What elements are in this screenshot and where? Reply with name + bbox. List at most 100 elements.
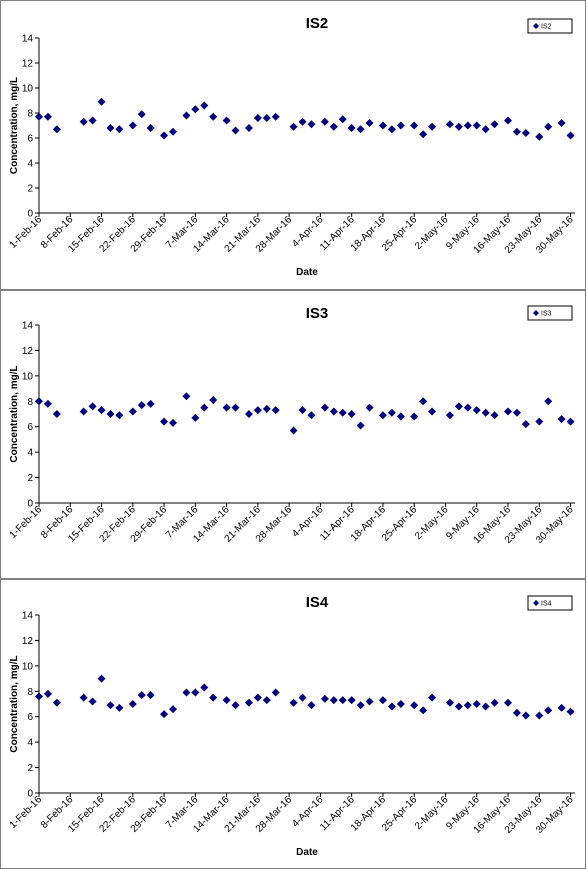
data-point [115,411,124,420]
y-tick-label: 14 [22,34,34,45]
chart-panel-is4: IS4 0 2 4 6 8 10 12 14 1-Feb-16 8-Feb-16 15-Feb-16 2… [0,579,586,869]
data-point [428,693,437,702]
data-point [557,119,566,127]
data-point [137,401,146,410]
legend-marker [533,23,539,29]
data-point [566,131,575,140]
data-point [128,700,137,708]
data-point [298,117,307,126]
data-point [387,408,396,417]
data-point [253,114,262,122]
data-point [137,110,146,119]
chart-title: IS2 [306,15,329,32]
legend-label: IS3 [541,311,552,318]
legend-box [527,18,573,34]
data-point [271,112,280,121]
data-point [329,696,338,705]
data-point [222,116,231,125]
data-point [209,693,218,702]
y-tick-label: 6 [27,134,33,145]
data-point [191,105,200,114]
y-tick-label: 0 [27,209,33,220]
data-point [200,683,209,692]
y-tick-label: 2 [27,184,33,195]
data-point [329,122,338,131]
data-point [512,127,521,136]
data-point [338,115,347,124]
data-point [160,131,169,140]
data-point [262,696,271,705]
data-point [535,417,544,426]
data-point [472,700,481,708]
x-tick-label: 25-Apr-16 [380,214,420,254]
data-point [262,114,271,122]
data-point [365,403,374,412]
data-point [128,407,137,416]
data-point [329,407,338,416]
legend-label: IS2 [541,24,552,31]
data-point [320,403,329,412]
data-point [182,688,191,697]
data-point [463,701,472,710]
data-point [557,415,566,424]
x-axis-label: Date [296,267,318,278]
data-point [512,708,521,717]
y-tick-label: 8 [27,109,33,120]
x-tick-label: 1-Feb-16 [8,214,45,251]
data-point [244,698,253,707]
chart-svg-is4: IS4024681012141-Feb-168-Feb-1615-Feb-162… [8,594,576,858]
data-point [209,396,218,405]
data-point [191,413,200,422]
data-point [454,122,463,131]
legend-marker [533,600,539,606]
data-point [410,121,419,130]
data-point [481,408,490,417]
data-point [146,124,155,132]
data-point [365,697,374,706]
data-point [160,710,169,719]
data-point [222,403,231,412]
y-tick-label: 0 [27,789,33,800]
data-point [521,711,530,720]
data-point [445,411,454,420]
data-point [504,116,512,125]
data-point [146,399,155,408]
data-point [320,694,329,703]
legend-marker [533,310,539,316]
data-point [137,691,146,700]
data-point [521,129,530,137]
data-point [463,403,472,412]
data-point [43,689,52,698]
data-point [222,696,231,705]
data-point [557,703,566,712]
data-point [52,125,61,134]
data-point [490,411,499,420]
data-point [445,698,454,707]
data-point [88,402,97,411]
data-point [253,406,262,415]
data-point [521,420,530,429]
y-axis-label: Concentration, mg/L [9,655,20,752]
data-point [79,693,88,702]
y-tick-label: 14 [22,321,34,332]
data-point [472,121,481,130]
y-tick-label: 10 [22,371,34,382]
y-tick-label: 10 [22,661,34,672]
data-point [387,702,396,711]
chart-svg-is2: IS2024681012141-Feb-168-Feb-1615-Feb-162… [8,15,576,278]
data-point [160,417,169,426]
data-point [169,127,177,136]
y-tick-label: 4 [27,448,33,459]
data-point [356,421,365,430]
data-point [289,122,298,131]
data-point [338,696,347,705]
data-point [271,406,280,415]
data-point [544,397,553,406]
data-point [544,706,553,715]
data-point [428,407,437,416]
data-point [490,698,499,707]
data-point [231,126,240,135]
data-point [231,403,240,412]
y-tick-label: 6 [27,422,33,433]
data-point [544,122,553,131]
